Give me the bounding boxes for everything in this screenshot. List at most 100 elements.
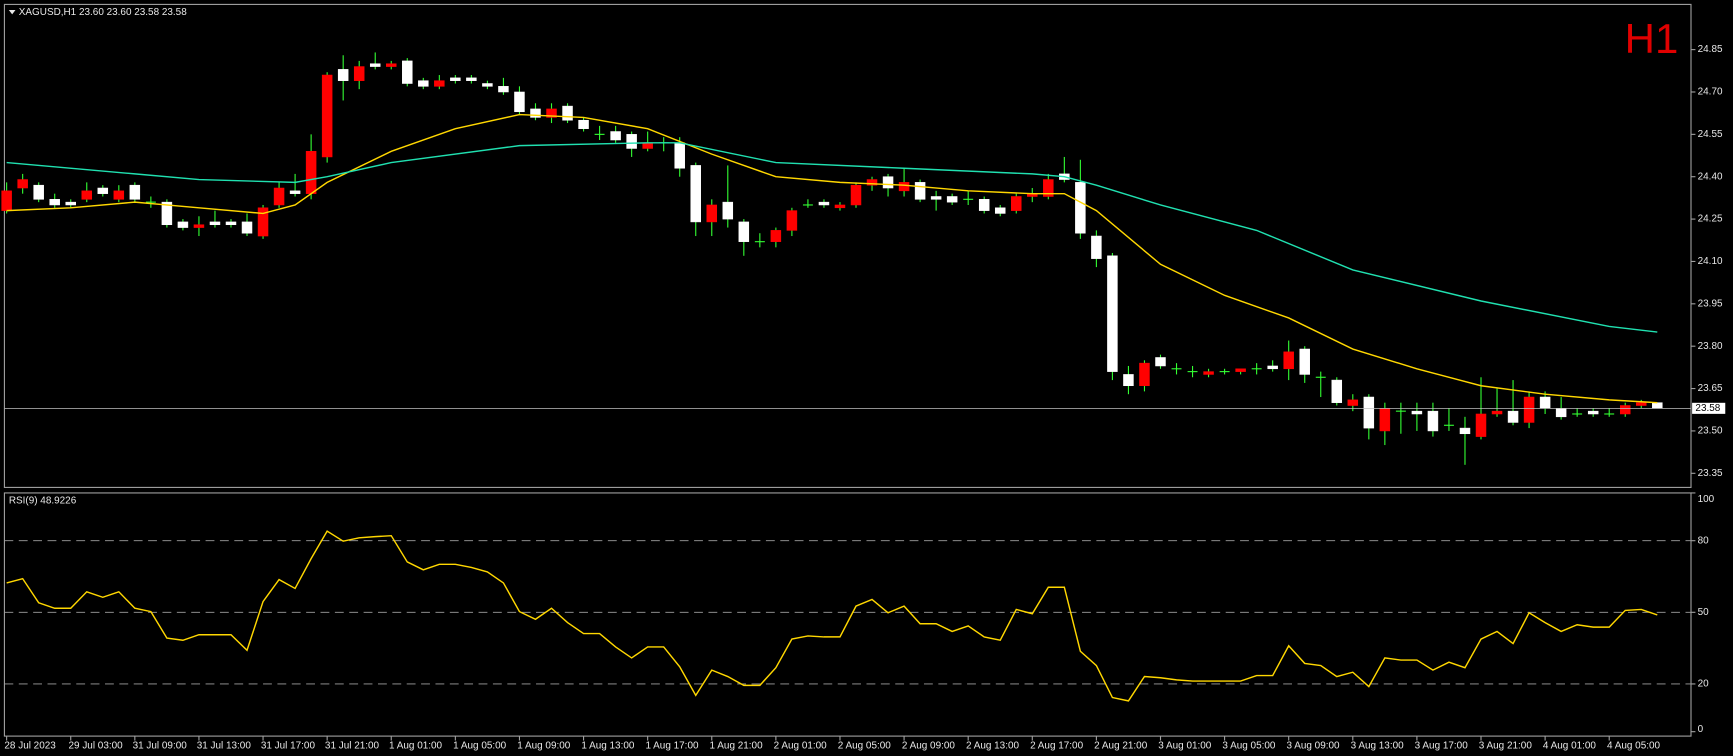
- candle-body: [33, 184, 44, 200]
- y-tick-label: 20: [1698, 679, 1710, 690]
- candle-body: [626, 134, 637, 149]
- candle-body: [546, 108, 557, 118]
- candle-body: [1411, 410, 1423, 415]
- candle-body: [1619, 405, 1631, 415]
- candle-body: [177, 221, 189, 228]
- candle-body: [1299, 348, 1310, 375]
- y-tick-label: 23.35: [1698, 468, 1723, 479]
- candle-body: [1235, 368, 1246, 372]
- candle-body: [418, 80, 429, 87]
- candle-body: [337, 69, 349, 81]
- candle-body: [914, 182, 926, 200]
- candle-body: [738, 221, 750, 242]
- candle-body: [834, 204, 846, 209]
- candle-body: [466, 77, 477, 81]
- x-tick-label: 1 Aug 01:00: [389, 741, 443, 752]
- price-panel: [3, 3, 1692, 488]
- x-tick-label: 31 Jul 21:00: [325, 741, 380, 752]
- candle-body: [946, 196, 958, 203]
- y-tick-label: 24.10: [1698, 256, 1723, 267]
- candle-body: [1107, 255, 1118, 372]
- candle-body: [113, 190, 125, 200]
- candle-body: [498, 86, 509, 93]
- candle-body: [482, 83, 493, 87]
- current-price-tag: [1692, 402, 1726, 414]
- y-tick-label: 24.25: [1698, 214, 1723, 225]
- x-tick-label: 28 Jul 2023: [4, 741, 56, 752]
- x-tick-label: 31 Jul 09:00: [133, 741, 188, 752]
- y-tick-label: 24.55: [1698, 129, 1723, 140]
- candle-body: [369, 63, 381, 67]
- candle-body: [1636, 402, 1647, 406]
- x-tick-label: 2 Aug 13:00: [966, 741, 1020, 752]
- candle-body: [1379, 408, 1391, 432]
- y-tick-label: 24.70: [1698, 87, 1723, 98]
- candle-body: [321, 74, 333, 158]
- candle-body: [674, 142, 685, 169]
- candle-body: [1652, 402, 1663, 409]
- x-tick-label: 2 Aug 01:00: [774, 741, 828, 752]
- candle-body: [1347, 399, 1359, 406]
- x-tick-label: 1 Aug 05:00: [453, 741, 507, 752]
- candle-body: [1587, 410, 1599, 415]
- x-tick-label: 3 Aug 17:00: [1415, 741, 1469, 752]
- candle-body: [129, 184, 141, 200]
- y-tick-label: 23.65: [1698, 383, 1723, 394]
- rsi-title: RSI(9) 48.9226: [9, 495, 77, 506]
- candle-body: [161, 201, 173, 226]
- candle-body: [81, 190, 93, 200]
- x-tick-label: 4 Aug 01:00: [1543, 741, 1597, 752]
- candle-body: [353, 66, 365, 81]
- candle-body: [1491, 410, 1503, 415]
- candle-body: [17, 179, 28, 189]
- x-tick-label: 3 Aug 21:00: [1479, 741, 1533, 752]
- menu-triangle[interactable]: [8, 9, 16, 15]
- candle-body: [818, 201, 830, 206]
- x-tick-label: 3 Aug 13:00: [1351, 741, 1405, 752]
- x-tick-label: 3 Aug 01:00: [1158, 741, 1212, 752]
- candle-body: [1043, 179, 1054, 197]
- candle-body: [1331, 379, 1343, 403]
- rsi-panel: [3, 492, 1692, 737]
- candle-body: [1363, 396, 1375, 429]
- x-tick-label: 1 Aug 21:00: [710, 741, 764, 752]
- candle-body: [450, 77, 461, 81]
- x-tick-label: 1 Aug 17:00: [645, 741, 699, 752]
- y-tick-label: 0: [1698, 724, 1704, 735]
- x-tick-label: 31 Jul 17:00: [261, 741, 316, 752]
- candle-body: [1, 190, 12, 211]
- x-tick-label: 2 Aug 17:00: [1030, 741, 1084, 752]
- candle-body: [49, 199, 60, 206]
- candle-body: [610, 131, 621, 141]
- candle-body: [530, 108, 541, 118]
- candle-body: [1283, 351, 1294, 370]
- candle-body: [866, 179, 878, 186]
- candle-body: [722, 201, 734, 220]
- candle-body: [850, 184, 862, 206]
- y-tick-label: 100: [1698, 494, 1715, 505]
- y-tick-label: 23.80: [1698, 341, 1723, 352]
- candle-body: [402, 60, 413, 84]
- candle-body: [305, 151, 317, 194]
- x-tick-label: 31 Jul 13:00: [197, 741, 252, 752]
- candle-body: [273, 187, 285, 206]
- candle-body: [898, 182, 910, 192]
- candle-body: [434, 80, 445, 87]
- y-tick-label: 50: [1698, 607, 1710, 618]
- x-tick-label: 2 Aug 05:00: [838, 741, 892, 752]
- candle-body: [209, 221, 221, 226]
- candle-body: [1203, 371, 1214, 375]
- candle-body: [1139, 362, 1150, 387]
- y-tick-label: 24.40: [1698, 171, 1723, 182]
- candle-body: [1475, 413, 1487, 437]
- y-tick-label: 23.50: [1698, 426, 1723, 437]
- candle-body: [882, 176, 894, 189]
- candle-body: [1507, 410, 1519, 423]
- candle-body: [1555, 408, 1567, 418]
- candle-body: [1539, 396, 1551, 409]
- candle-body: [225, 221, 237, 226]
- x-tick-label: 2 Aug 09:00: [902, 741, 956, 752]
